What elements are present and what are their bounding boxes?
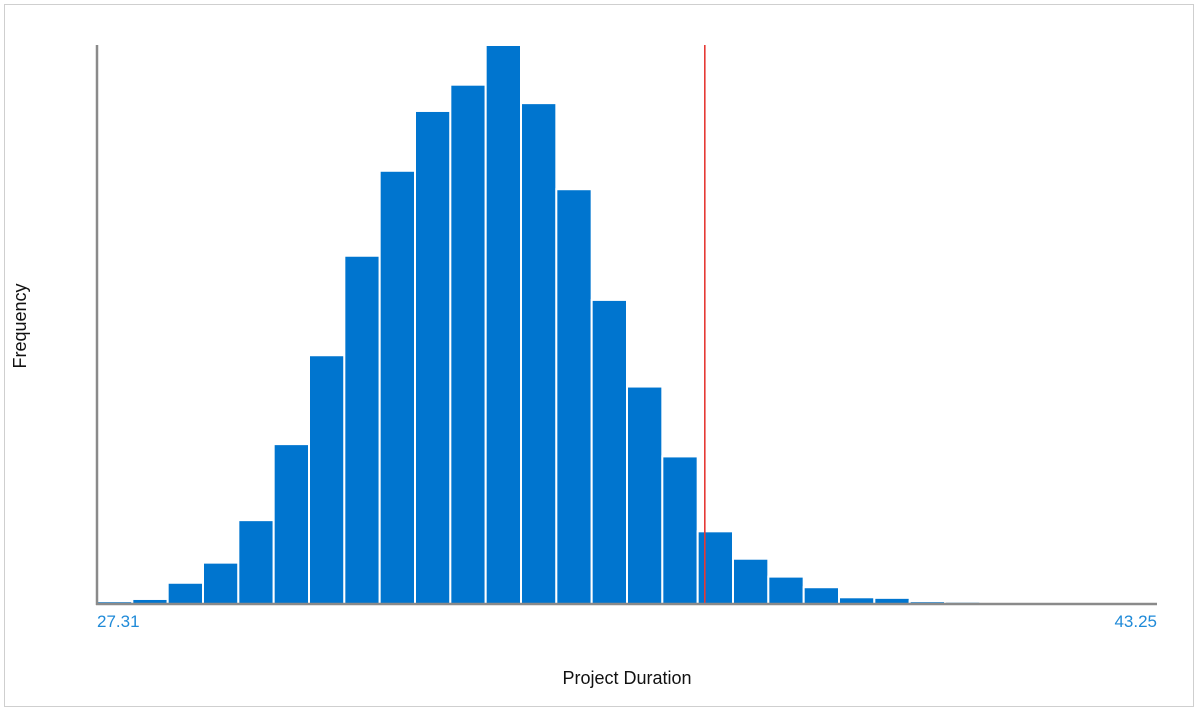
x-axis-title: Project Duration [562, 668, 691, 688]
histogram-bar [237, 519, 275, 606]
histogram-bar [590, 298, 629, 605]
histogram-bars [96, 44, 1158, 606]
histogram-bar [767, 575, 805, 606]
histogram-bar [414, 109, 452, 605]
x-min-tick-label: 27.31 [97, 612, 140, 631]
histogram-bar [626, 385, 664, 606]
histogram-bar [308, 354, 346, 605]
histogram-bar [343, 254, 381, 605]
histogram-bar [732, 557, 770, 606]
histogram-bar [802, 586, 841, 605]
x-max-tick-label: 43.25 [1114, 612, 1157, 631]
histogram-bar [661, 455, 699, 606]
histogram-bar [696, 530, 735, 606]
histogram-bar [378, 169, 416, 605]
histogram-bar [166, 581, 205, 605]
histogram-bar [449, 83, 487, 605]
histogram-bar [272, 443, 310, 605]
histogram-bar [484, 44, 522, 605]
histogram-bar [555, 188, 593, 606]
y-axis-title: Frequency [10, 283, 30, 368]
histogram-bar [202, 561, 240, 605]
histogram-bar [520, 102, 558, 606]
